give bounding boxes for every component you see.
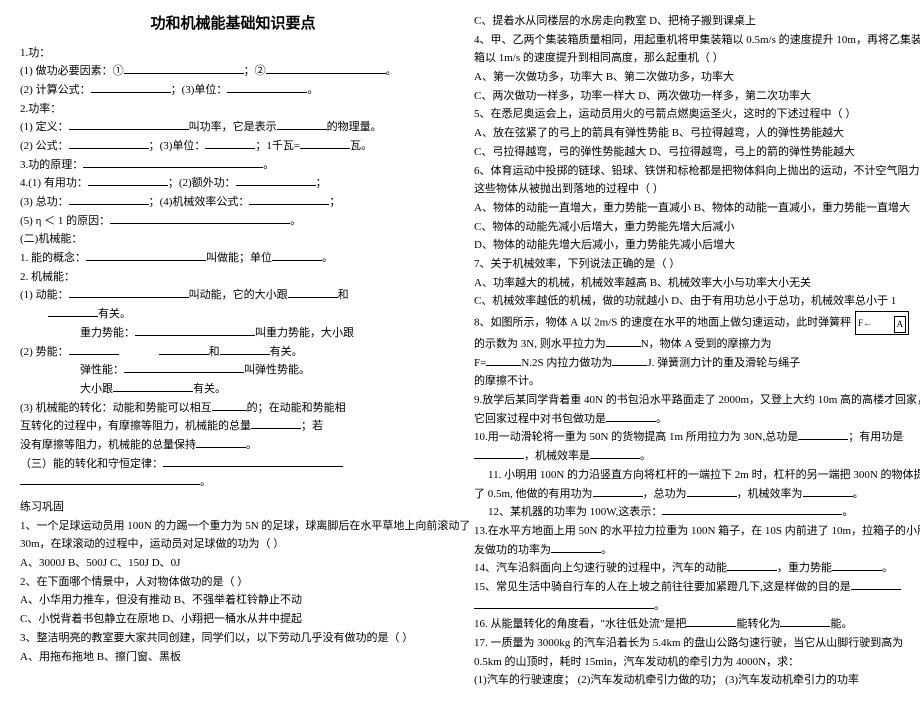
- text-line: 4.(1) 有用功：；(2)额外功：；: [20, 174, 446, 193]
- text-line: 13.在水平方地面上用 50N 的水平拉力拉重为 100N 箱子，在 10S 内…: [474, 522, 900, 541]
- text-line: 0.5km 的山顶时，耗时 15min，汽车发动机的牵引力为 4000N，求：: [474, 653, 900, 672]
- text-line: 2. 机械能：: [20, 268, 446, 287]
- text-line: 3.功的原理：。: [20, 156, 446, 175]
- text-line: D、物体的动能先增大后减小，重力势能先减小后增大: [474, 236, 900, 255]
- text-line: 5、在悉尼奥运会上，运动员用火的弓箭点燃奥运圣火，这时的下述过程中（ ）: [474, 105, 900, 124]
- text-line: A、小华用力推车，但没有推动 B、不强举着杠铃静止不动: [20, 591, 446, 610]
- right-column: C、提着水从同楼层的水房走向教室 D、把椅子搬到课桌上 4、甲、乙两个集装箱质量…: [474, 12, 900, 690]
- text-line: 互转化的过程中，有摩擦等阻力，机械能的总量；若: [20, 417, 446, 436]
- text-line: C、弓拉得越弯，弓的弹性势能越大 D、弓拉得越弯，弓上的箭的弹性势能越大: [474, 143, 900, 162]
- text-line: C、物体的动能先减小后增大，重力势能先增大后减小: [474, 218, 900, 237]
- text-line: 1、一个足球运动员用 100N 的力踢一个重力为 5N 的足球，球离脚后在水平草…: [20, 517, 446, 536]
- text-line: 箱以 1m/s 的速度提升到相同高度，那么起重机（ ）: [474, 49, 900, 68]
- text-line: 11. 小明用 100N 的力沿竖直方向将杠杆的一端拉下 2m 时，杠杆的另一端…: [474, 466, 900, 485]
- text-line: 。: [20, 473, 446, 492]
- text-line: 1. 能的概念：叫做能；单位。: [20, 249, 446, 268]
- text-line: (3) 总功：；(4)机械效率公式：；: [20, 193, 446, 212]
- text-line: A、功率越大的机械，机械效率越高 B、机械效率大小与功率大小无关: [474, 274, 900, 293]
- text-line: A、放在弦紧了的弓上的箭具有弹性势能 B、弓拉得越弯，人的弹性势能越大: [474, 124, 900, 143]
- text-line: 10.用一动滑轮将一重为 50N 的货物提高 1m 所用拉力为 30N,总功是；…: [474, 428, 900, 447]
- text-line: C、提着水从同楼层的水房走向教室 D、把椅子搬到课桌上: [474, 12, 900, 31]
- text-line: A、物体的动能一直增大，重力势能一直减小 B、物体的动能一直减小，重力势能一直增…: [474, 199, 900, 218]
- text-line: 2.功率：: [20, 100, 446, 119]
- text-line: 的摩擦不计。: [474, 372, 900, 391]
- text-line: (1) 动能：叫动能，它的大小跟和: [20, 286, 446, 305]
- page-title: 功和机械能基础知识要点: [20, 12, 446, 38]
- text-line: 1.功：: [20, 44, 446, 63]
- text-line: C、两次做功一样多，功率一样大 D、两次做功一样多，第二次功率大: [474, 87, 900, 106]
- text-line: (1) 定义：叫功率，它是表示的物理量。: [20, 118, 446, 137]
- text-line: (二)机械能：: [20, 230, 446, 249]
- text-line: C、小悦背着书包静立在原地 D、小翔把一桶水从井中提起: [20, 610, 446, 629]
- text-line: 没有摩擦等阻力，机械能的总量保持。: [20, 436, 446, 455]
- text-line: 30m，在球滚动的过程中，运动员对足球做的功为（ ）: [20, 535, 446, 554]
- text-line: A、3000J B、500J C、150J D、0J: [20, 554, 446, 573]
- text-line: 这些物体从被抛出到落地的过程中（ ）: [474, 180, 900, 199]
- text-line: 大小跟有关。: [20, 380, 446, 399]
- text-line: 的示数为 3N, 则水平拉力为N，物体 A 受到的摩擦力为: [474, 335, 900, 354]
- text-line: A、用拖布拖地 B、擦门窗、黑板: [20, 648, 446, 667]
- text-line: 14、汽车沿斜面向上匀速行驶的过程中，汽车的动能，重力势能。: [474, 559, 900, 578]
- text-line: 。: [474, 597, 900, 616]
- text-line: 15、常见生活中骑自行车的人在上坡之前往往要加紧蹬几下,这是样做的目的是: [474, 578, 900, 597]
- text-line: (2) 计算公式：；(3)单位：。: [20, 81, 446, 100]
- text-line: (3) 机械能的转化：动能和势能可以相互的；在动能和势能相: [20, 399, 446, 418]
- text-line: 6、体育运动中投掷的链球、铅球、铁饼和标枪都是把物体斜向上抛出的运动，不计空气阻…: [474, 162, 900, 181]
- text-line: 了 0.5m, 他做的有用功为，总功为，机械效率为。: [474, 485, 900, 504]
- text-line: F=N.2S 内拉力做功为J. 弹簧测力计的重及滑轮与绳子: [474, 354, 900, 373]
- text-line: 弹性能：叫弹性势能。: [20, 361, 446, 380]
- text-line: 8、如图所示，物体 A 以 2m/S 的速度在水平的地面上做匀速运动，此时弹簧秤: [474, 311, 900, 335]
- text-line: (1) 做功必要因素：①；②。: [20, 62, 446, 81]
- text-line: 12、某机器的功率为 100W,这表示：。: [474, 503, 900, 522]
- text-line: (2) 势能：和有关。: [20, 343, 446, 362]
- text-line: C、机械效率越低的机械，做的功就越小 D、由于有用功总小于总功，机械效率总小于 …: [474, 292, 900, 311]
- text-line: 4、甲、乙两个集装箱质量相同，用起重机将甲集装箱以 0.5m/s 的速度提升 1…: [474, 31, 900, 50]
- text-line: (5) η ＜ 1 的原因：。: [20, 212, 446, 231]
- spring-diagram: [855, 311, 909, 335]
- text-line: 它回家过程中对书包做功是。: [474, 410, 900, 429]
- text-line: 重力势能：叫重力势能，大小跟: [20, 324, 446, 343]
- text-line: ，机械效率是。: [474, 447, 900, 466]
- text-line: 3、整洁明亮的教室要大家共同创建，同学们以，以下劳动几乎没有做功的是（ ）: [20, 629, 446, 648]
- text-line: 友做功的功率为。: [474, 541, 900, 560]
- section-header: 练习巩固: [20, 498, 446, 517]
- text-line: 2、在下面哪个情景中，人对物体做功的是（ ）: [20, 573, 446, 592]
- text-line: 7、关于机械效率，下列说法正确的是（ ）: [474, 255, 900, 274]
- text-line: A、第一次做功多，功率大 B、第二次做功多，功率大: [474, 68, 900, 87]
- left-column: 功和机械能基础知识要点 1.功： (1) 做功必要因素：①；②。 (2) 计算公…: [20, 12, 446, 690]
- text-line: (1)汽车的行驶速度； (2)汽车发动机牵引力做的功； (3)汽车发动机牵引力的…: [474, 671, 900, 690]
- text-line: 有关。: [20, 305, 446, 324]
- text-line: 9.放学后某同学背着重 40N 的书包沿水平路面走了 2000m，又登上大约 1…: [474, 391, 900, 410]
- text-line: （三）能的转化和守恒定律：: [20, 455, 446, 474]
- text-line: 16. 从能量转化的角度看，"水往低处流"是把能转化为能。: [474, 615, 900, 634]
- text-line: (2) 公式：；(3)单位：；1千瓦=瓦。: [20, 137, 446, 156]
